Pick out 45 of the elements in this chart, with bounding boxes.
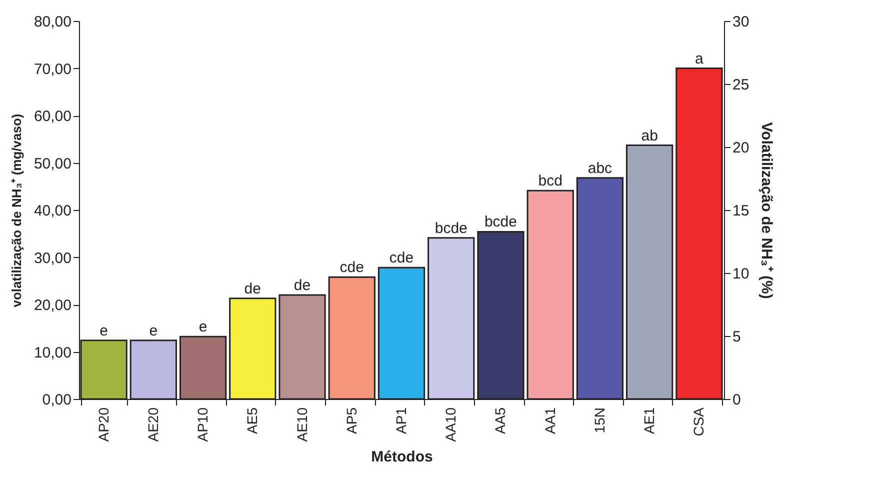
data-label: e [149,322,158,340]
data-label: cde [340,259,364,276]
y2-tick-label: 10 [732,266,750,282]
data-label: ab [641,127,658,144]
x-tick-label: AE5 [244,407,260,434]
y-tick-label: 30,00 [34,250,72,267]
x-tick-label: AP1 [393,407,409,434]
x-tick-label: AA5 [492,407,508,434]
y-tick-label: 50,00 [34,155,72,172]
data-label: de [244,280,261,298]
x-tick-label: AE1 [641,407,658,434]
x-tick-label: 15N [591,408,608,434]
y-tick-label: 20,00 [34,297,72,314]
data-label: bcde [484,214,517,231]
x-tick-label: AA1 [542,407,558,434]
data-label: a [695,50,704,68]
x-tick-label: AE20 [144,407,161,442]
x-tick-label: AP20 [95,407,112,442]
x-axis-title: Métodos [371,448,433,466]
x-tick-label: AP5 [343,407,360,434]
data-label: e [198,318,208,336]
x-tick-label: AP10 [194,407,211,442]
data-label: de [294,277,311,294]
data-label: bcde [434,220,468,237]
y-tick-label: 60,00 [34,108,72,125]
y2-tick-label: 30 [732,14,750,30]
data-label: bcd [538,172,562,190]
y-tick-label: 10,00 [34,344,72,362]
y-tick-label: 80,00 [34,14,72,30]
y2-axis-title: Volatilização de NH₃⁺ (%) [758,122,776,299]
y-tick-label: 40,00 [34,202,72,220]
y2-tick-label: 25 [732,76,750,94]
y2-tick-label: 20 [732,140,750,156]
x-tick-label: CSA [690,406,707,436]
x-tick-label: AE10 [294,407,310,442]
y-tick-label: 0,00 [42,392,72,408]
y-axis-title: volatilização de NH₃⁺ (mg/vaso) [8,114,24,308]
x-tick-label: AA10 [442,407,459,442]
y2-tick-label: 15 [732,202,750,220]
y-tick-label: 70,00 [34,60,72,78]
data-label: e [100,322,108,340]
data-label: abc [588,160,613,177]
y2-tick-label: 0 [732,392,741,408]
y2-tick-label: 5 [732,328,741,346]
data-label: cde [389,250,414,267]
